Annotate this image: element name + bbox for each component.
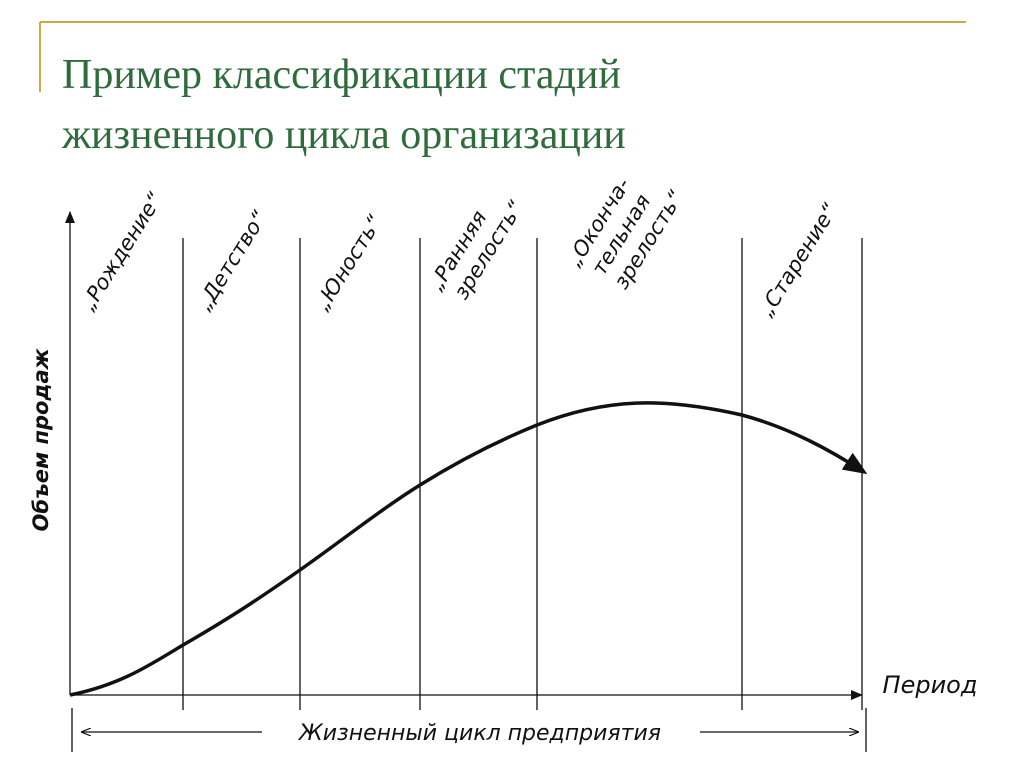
- stage-label: „Юность“: [310, 211, 387, 315]
- x-axis-label: Период: [883, 671, 978, 699]
- diagram: Жизненный цикл предприятия Период Объем …: [29, 174, 977, 752]
- stage-label: „Старение“: [754, 199, 842, 320]
- life-cycle-curve: [69, 401, 868, 697]
- stage-label: „Детство“: [192, 207, 272, 315]
- span-label: Жизненный цикл предприятия: [297, 721, 661, 746]
- title: жизненного цикла организации: [61, 112, 626, 158]
- stage-labels: „Рождение“ „Детство“ „Юность“ „Ранняязрелос…: [76, 174, 842, 321]
- stage-label: „Рождение“: [76, 188, 167, 314]
- title: Пример классификации стадий: [62, 52, 621, 98]
- stage-dividers: [182, 238, 863, 710]
- y-axis-label: Объем продаж: [29, 347, 53, 531]
